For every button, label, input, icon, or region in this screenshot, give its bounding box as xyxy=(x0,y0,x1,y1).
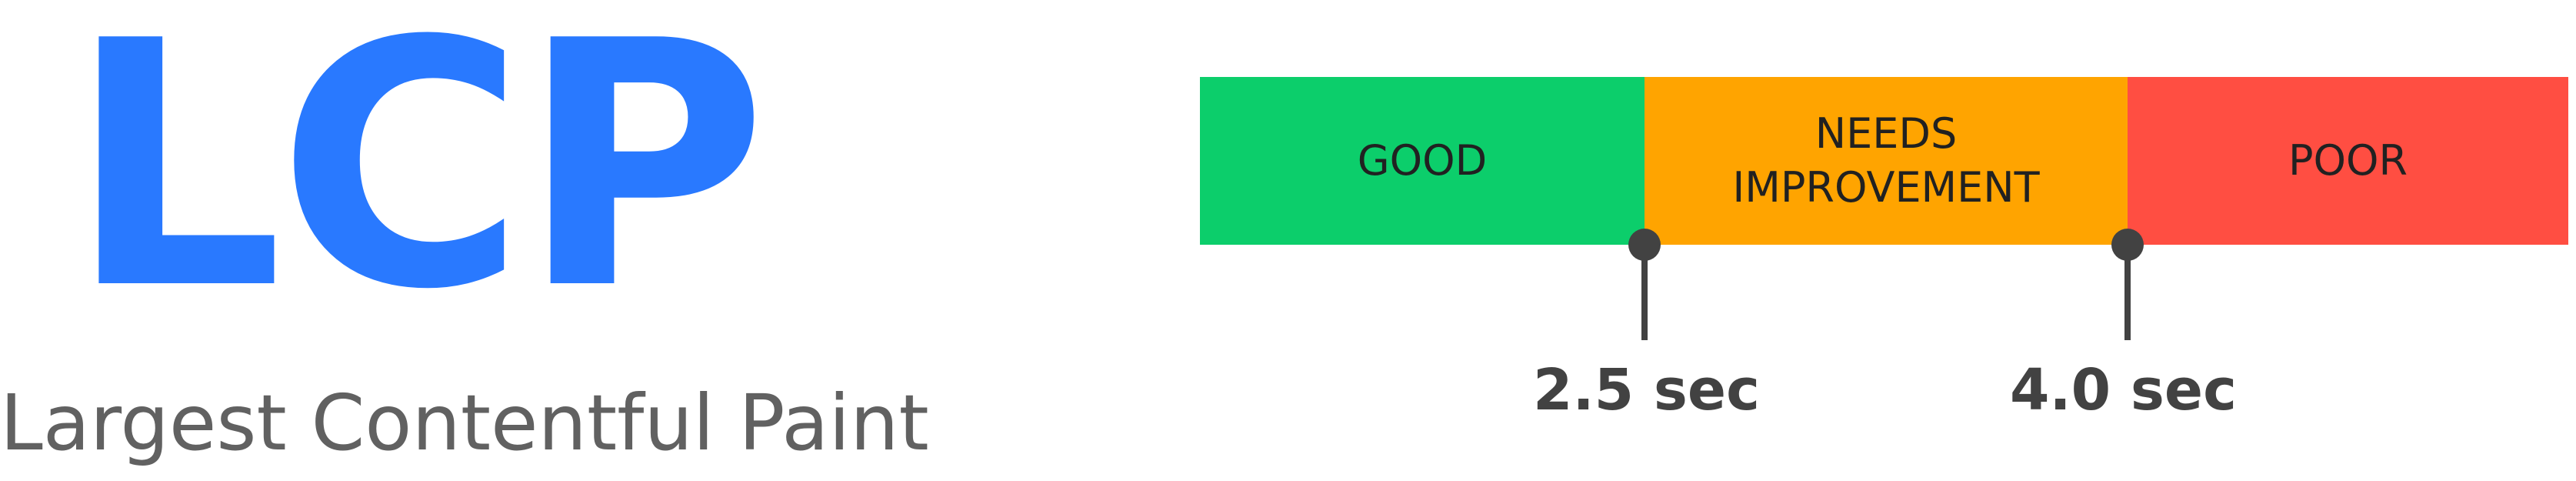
threshold-label-2: 4.0 sec xyxy=(2010,357,2237,423)
segment-good: GOOD xyxy=(1200,77,1645,245)
metric-name: Largest Contentful Paint xyxy=(0,378,929,468)
threshold-marker-2 xyxy=(2111,229,2144,340)
segment-poor: POOR xyxy=(2128,77,2568,245)
segment-good-label: GOOD xyxy=(1357,135,1488,185)
segment-poor-label: POOR xyxy=(2288,135,2408,185)
threshold-scale-bar: GOOD NEEDS IMPROVEMENT POOR xyxy=(1200,77,2568,245)
threshold-label-1: 2.5 sec xyxy=(1533,357,1760,423)
metric-acronym: LCP xyxy=(68,0,768,363)
segment-needs-improvement: NEEDS IMPROVEMENT xyxy=(1645,77,2128,245)
threshold-marker-1 xyxy=(1628,229,1661,340)
segment-needs-improvement-label: NEEDS IMPROVEMENT xyxy=(1732,109,2040,212)
